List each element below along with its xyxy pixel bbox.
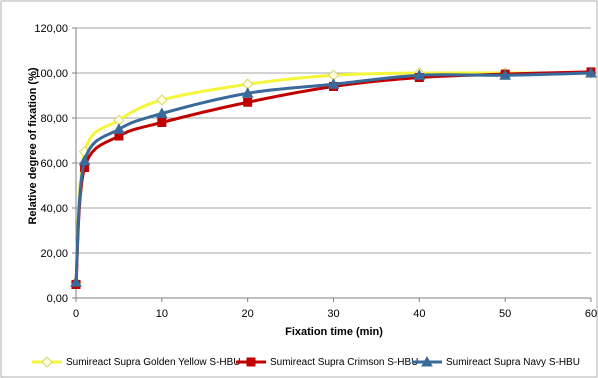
legend-swatch-marker — [246, 357, 256, 367]
series-lines — [70, 66, 597, 289]
y-axis-title: Relative degree of fixation (%) — [27, 67, 39, 224]
gridlines — [72, 27, 591, 299]
legend-label: Sumireact Supra Navy S-HBU — [446, 357, 580, 368]
series-line — [74, 71, 591, 283]
data-point — [70, 276, 82, 287]
y-tick-label: 40,00 — [40, 203, 68, 215]
y-tick-label: 100,00 — [34, 68, 68, 80]
y-tick-labels: 0,00 20,00 40,00 60,00 80,00 100,00 120,00 — [34, 23, 68, 305]
data-point — [78, 154, 91, 166]
x-tick-label: 20 — [242, 308, 254, 320]
legend-label: Sumireact Supra Crimson S-HBU — [270, 357, 418, 368]
data-point — [113, 123, 125, 134]
data-point — [243, 97, 253, 107]
data-point — [155, 107, 168, 118]
x-tick-label: 10 — [156, 308, 168, 320]
legend-item: Sumireact Supra Golden Yellow S-HBU — [32, 356, 241, 368]
data-point — [327, 78, 340, 89]
legend-item: Sumireact Supra Navy S-HBU — [412, 355, 580, 368]
series-3 — [70, 66, 597, 287]
data-point — [241, 87, 254, 98]
x-tick-label: 60 — [585, 308, 597, 320]
y-tick-label: 120,00 — [34, 23, 68, 35]
legend-swatch-marker — [421, 355, 433, 367]
y-tick-label: 20,00 — [40, 248, 68, 260]
series-2 — [71, 67, 596, 289]
y-tick-label: 60,00 — [40, 158, 68, 170]
x-tick-label: 30 — [327, 308, 339, 320]
y-tick-label: 0,00 — [47, 293, 68, 305]
x-tick-label: 0 — [73, 308, 79, 320]
legend-item: Sumireact Supra Crimson S-HBU — [236, 357, 418, 368]
y-tick-label: 80,00 — [40, 113, 68, 125]
series-line — [74, 71, 592, 283]
x-tick-labels: 0 10 20 30 40 50 60 — [73, 298, 597, 320]
data-point — [585, 66, 597, 78]
series-1 — [70, 67, 597, 288]
legend-label: Sumireact Supra Golden Yellow S-HBU — [66, 357, 241, 368]
legend: Sumireact Supra Golden Yellow S-HBU Sumir… — [32, 355, 580, 368]
x-axis-title: Fixation time (min) — [285, 326, 383, 338]
data-point — [156, 94, 168, 106]
data-point — [499, 69, 512, 80]
legend-swatch-marker — [41, 356, 53, 368]
data-point — [157, 118, 167, 127]
x-tick-label: 50 — [499, 308, 511, 320]
x-tick-label: 40 — [413, 308, 425, 320]
data-point — [413, 69, 426, 80]
